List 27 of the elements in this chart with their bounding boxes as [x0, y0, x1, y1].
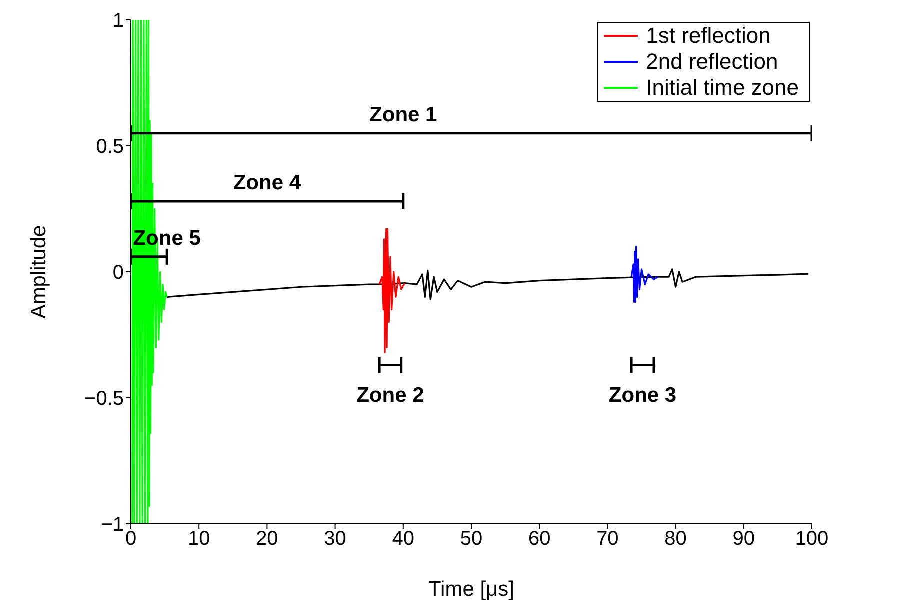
annotation: Zone 3 [608, 384, 677, 408]
x-tick-label: 100 [795, 528, 829, 550]
annotation: Zone 1 [370, 103, 438, 126]
x-tick-label: 70 [596, 528, 619, 550]
y-tick-label: −0.5 [84, 388, 124, 410]
line-series [166, 268, 810, 301]
x-tick-label: 50 [460, 528, 483, 550]
y-tick-label: 0.5 [96, 136, 124, 158]
y-axis-title: Amplitude [27, 225, 50, 319]
x-tick-label: 30 [324, 528, 346, 550]
x-tick-label: 90 [732, 528, 756, 550]
legend-label: 1st reflection [646, 23, 771, 49]
y-tick-label: −1 [101, 514, 124, 536]
annotation: Zone 4 [233, 171, 302, 194]
x-tick-label: 20 [256, 528, 278, 550]
x-tick-label: 60 [528, 528, 551, 550]
x-tick-label: 40 [392, 528, 415, 550]
y-tick-label: 1 [112, 10, 124, 32]
x-tick-label: 80 [664, 528, 687, 550]
line-series [630, 246, 659, 304]
line-series [378, 228, 406, 354]
annotation: Zone 2 [356, 384, 424, 408]
legend-label: 2nd reflection [646, 49, 778, 75]
x-axis-title: Time [μs] [428, 578, 514, 600]
y-tick-label: 0 [112, 262, 124, 284]
legend-label: Initial time zone [646, 75, 799, 101]
x-tick-label: 10 [188, 528, 210, 550]
